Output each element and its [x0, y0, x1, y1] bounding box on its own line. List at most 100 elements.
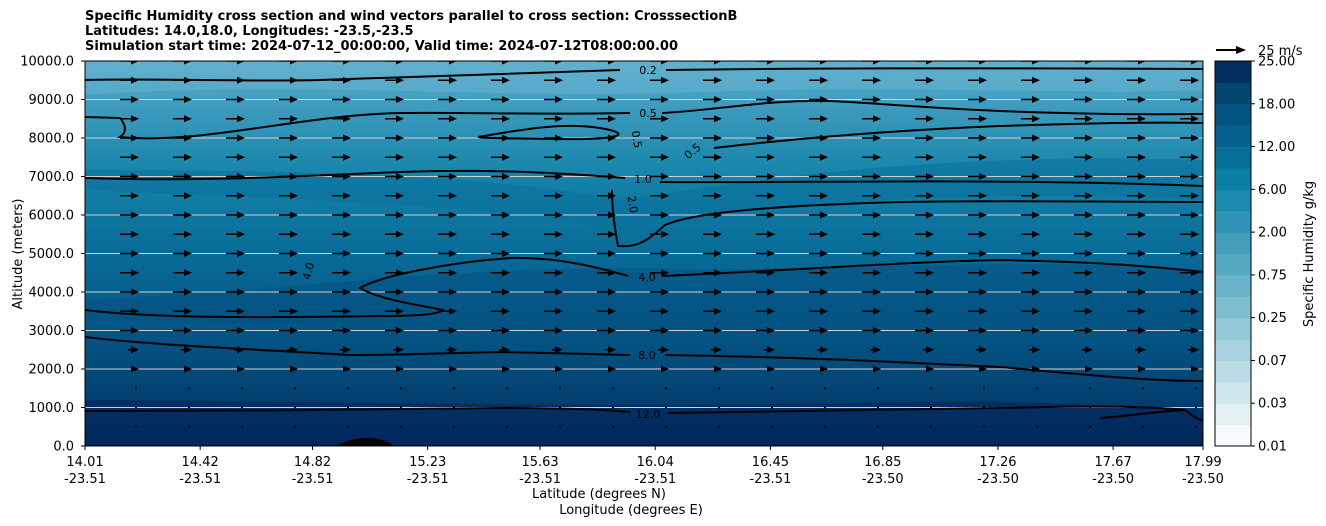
wind-vector: [559, 406, 561, 409]
colorbar-segment: [1215, 317, 1251, 340]
wind-vector: [718, 406, 720, 409]
wind-vector-head: [608, 115, 616, 123]
colorbar-segment: [1215, 339, 1251, 361]
wind-vector: [135, 406, 137, 409]
wind-vector-head: [661, 288, 669, 296]
wind-vector-head: [1032, 250, 1040, 257]
wind-vector: [188, 387, 190, 390]
wind-vector-head: [131, 230, 139, 238]
wind-vector: [453, 387, 455, 390]
wind-vector-head: [714, 250, 722, 257]
wind-vector-head: [873, 61, 881, 65]
wind-vector-head: [449, 269, 457, 277]
y-axis-title: Altitude (meters): [11, 199, 26, 310]
wind-vector-head: [1032, 230, 1040, 238]
y-tick-label: 7000.0: [29, 170, 75, 185]
wind-vector-head: [767, 173, 775, 180]
colorbar-segment: [1215, 424, 1251, 447]
wind-vector-head: [767, 134, 775, 142]
wind-vector-head: [926, 153, 934, 161]
wind-vector-head: [820, 76, 828, 84]
contour-4.0-right: [661, 258, 1203, 277]
wind-vector-head: [131, 288, 139, 296]
wind-vector: [1036, 425, 1038, 428]
wind-vector-head: [555, 115, 563, 123]
wind-vector-head: [343, 288, 351, 296]
wind-vector-head: [449, 173, 457, 180]
contour-label-6: 4.0: [300, 261, 317, 281]
wind-vector-head: [502, 327, 510, 334]
wind-vector-head: [237, 96, 245, 103]
wind-vector-head: [502, 288, 510, 296]
wind-vector-head: [767, 250, 775, 257]
wind-vector: [930, 406, 932, 409]
wind-vector: [241, 387, 243, 390]
y-tick-label: 4000.0: [29, 286, 75, 301]
wind-vector-head: [237, 230, 245, 238]
wind-vector: [665, 406, 667, 409]
wind-vector: [1089, 387, 1091, 390]
wind-vector-head: [131, 96, 139, 103]
wind-vector-head: [449, 192, 457, 200]
wind-vector-head: [1138, 365, 1146, 373]
wind-vector-head: [873, 76, 881, 84]
wind-vector-head: [555, 288, 563, 296]
x-tick-label-lat: 17.99: [1184, 455, 1221, 470]
chart-title: Specific Humidity cross section and wind…: [85, 9, 737, 54]
wind-vector-head: [343, 211, 351, 219]
wind-vector-head: [184, 61, 192, 65]
wind-vector-head: [1085, 288, 1093, 296]
wind-vector-head: [1032, 307, 1040, 315]
contour-label-5: 2.0: [625, 195, 641, 214]
y-tick-label: 8000.0: [29, 132, 75, 147]
wind-vector-head: [290, 269, 298, 277]
wind-vector-head: [502, 307, 510, 315]
wind-vector-head: [1191, 115, 1199, 123]
wind-vector-head: [343, 153, 351, 161]
wind-vector: [930, 387, 932, 390]
wind-vector-head: [767, 365, 775, 373]
wind-vector: [347, 387, 349, 390]
wind-vector-head: [237, 134, 245, 142]
wind-vector-head: [290, 61, 298, 65]
contour-0.5-loop: [477, 124, 620, 141]
contour-12.0: [85, 406, 631, 413]
wind-vector-head: [1138, 327, 1146, 334]
wind-vector-head: [555, 365, 563, 373]
colorbar-segment: [1215, 232, 1251, 254]
wind-vector-head: [290, 250, 298, 257]
wind-vector-head: [396, 250, 404, 257]
wind-vector-head: [608, 250, 616, 257]
x-tick-label-lon: -23.51: [64, 472, 106, 487]
wind-vector-head: [979, 192, 987, 200]
wind-vector-head: [767, 230, 775, 238]
wind-vector: [506, 387, 508, 390]
colorbar-segment: [1215, 296, 1251, 319]
colorbar-segment: [1215, 274, 1251, 297]
wind-vector-head: [820, 173, 828, 180]
wind-vector-head: [131, 211, 139, 219]
wind-vector-head: [926, 96, 934, 103]
wind-vector-head: [290, 134, 298, 142]
wind-vector-head: [608, 307, 616, 315]
wind-vector-head: [1191, 327, 1199, 334]
wind-vector-head: [343, 269, 351, 277]
wind-vector-head: [396, 346, 404, 354]
x-tick-label-lat: 14.82: [294, 455, 331, 470]
wind-vector-head: [184, 192, 192, 200]
colorbar-tick-label: 25.00: [1258, 55, 1295, 70]
wind-vector: [559, 425, 561, 428]
wind-vector-head: [237, 327, 245, 334]
wind-vector-head: [1138, 173, 1146, 180]
wind-vector-head: [979, 211, 987, 219]
wind-vector-head: [184, 115, 192, 123]
contour-4.0: [85, 256, 629, 319]
wind-vector-head: [290, 211, 298, 219]
colorbar-tick-label: 0.01: [1258, 440, 1287, 455]
wind-vector: [241, 406, 243, 409]
wind-vector-head: [555, 307, 563, 315]
wind-vector-head: [555, 230, 563, 238]
colorbar-tick-label: 0.07: [1258, 354, 1287, 369]
wind-vector-head: [714, 115, 722, 123]
